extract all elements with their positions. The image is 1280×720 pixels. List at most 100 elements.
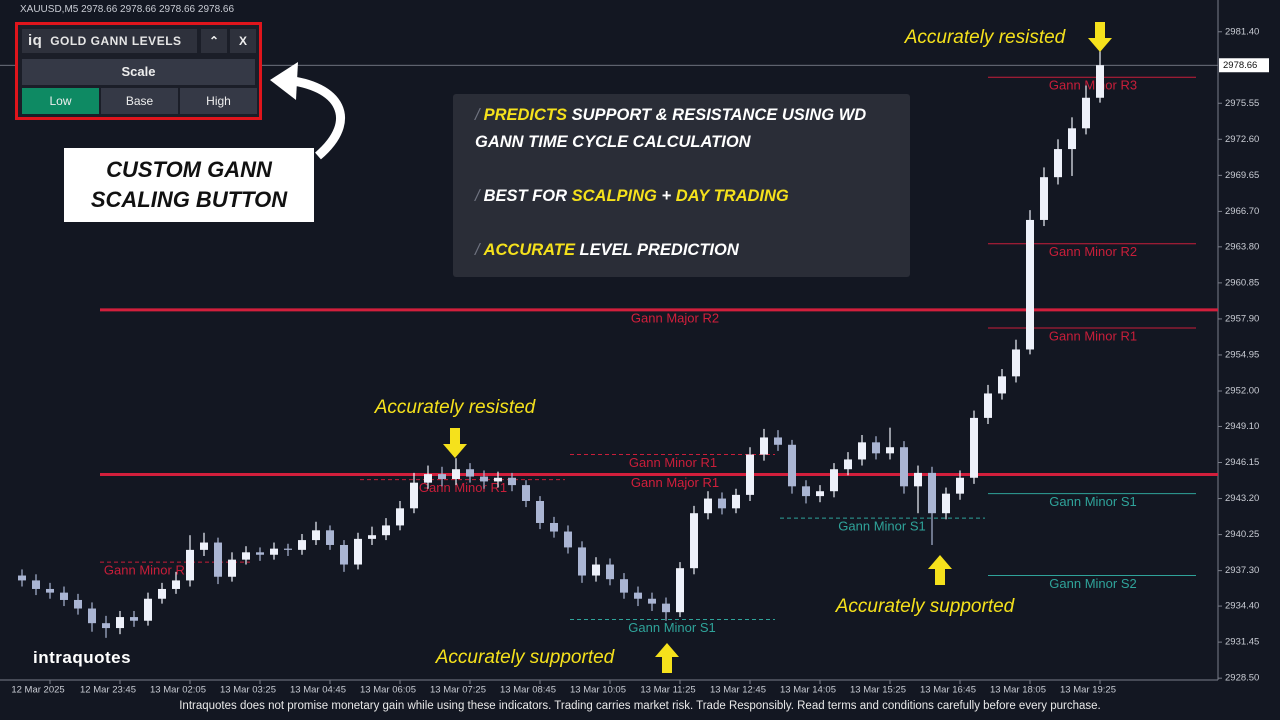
candle-body	[18, 575, 26, 581]
level-label: Gann Minor R1	[1049, 328, 1137, 343]
x-tick-label: 13 Mar 06:05	[360, 685, 416, 696]
candle-body	[144, 598, 152, 621]
annotation-arrow	[443, 428, 467, 458]
candle-body	[88, 608, 96, 624]
x-tick-label: 13 Mar 10:05	[570, 685, 626, 696]
candle-body	[662, 603, 670, 613]
candle-body	[1012, 349, 1020, 377]
candle-body	[592, 564, 600, 576]
candle-body	[312, 530, 320, 541]
annotation: Accurately supported	[435, 647, 616, 668]
candle-body	[116, 617, 124, 629]
y-tick-label: 2957.90	[1225, 313, 1259, 324]
annotation-arrow	[1088, 22, 1112, 52]
x-tick-label: 12 Mar 2025	[11, 685, 64, 696]
candle-body	[984, 393, 992, 418]
candle-body	[550, 522, 558, 532]
candle-body	[466, 469, 474, 477]
level-label: Gann Minor S2	[1049, 576, 1136, 591]
candle-body	[242, 552, 250, 560]
callout-arrowhead	[270, 62, 298, 100]
y-tick-label: 2943.20	[1225, 493, 1259, 504]
candle-body	[676, 568, 684, 613]
level-label: Gann Minor R2	[1049, 244, 1137, 259]
minimize-button[interactable]: ⌃	[201, 29, 227, 53]
candle-body	[368, 535, 376, 539]
candle-body	[620, 579, 628, 593]
y-tick-label: 2931.45	[1225, 637, 1259, 648]
candle-body	[536, 500, 544, 523]
close-button[interactable]: X	[230, 29, 256, 53]
y-tick-label: 2960.85	[1225, 277, 1259, 288]
candle-body	[760, 437, 768, 455]
y-tick-label: 2928.50	[1225, 673, 1259, 684]
callout-arrow	[284, 75, 345, 160]
candle-body	[340, 544, 348, 565]
disclaimer: Intraquotes does not promise monetary ga…	[179, 700, 1101, 712]
candle-body	[74, 599, 82, 609]
x-tick-label: 13 Mar 11:25	[640, 685, 695, 696]
bullet-marker: /	[475, 106, 480, 124]
level-label: Gann Minor R1	[104, 563, 192, 578]
y-tick-label: 2975.55	[1225, 98, 1259, 109]
panel-header: iq GOLD GANN LEVELS	[22, 29, 197, 53]
level-label: Gann Major R1	[631, 475, 719, 490]
candle-body	[186, 549, 194, 581]
y-tick-label: 2963.80	[1225, 241, 1259, 252]
candle-body	[228, 559, 236, 577]
y-tick-label: 2952.00	[1225, 386, 1259, 397]
candle-body	[998, 376, 1006, 394]
price-tag: 2978.66	[1223, 60, 1257, 71]
candle-body	[480, 476, 488, 482]
level-label: Gann Minor R1	[629, 455, 717, 470]
candle-body	[816, 491, 824, 497]
candle-body	[522, 485, 530, 501]
y-tick-label: 2940.25	[1225, 529, 1259, 540]
candle-body	[46, 588, 54, 593]
y-tick-label: 2946.15	[1225, 457, 1259, 468]
scale-button[interactable]: Low	[22, 88, 99, 114]
level-label: Gann Minor S1	[838, 519, 925, 534]
candle-body	[284, 548, 292, 550]
panel-title: GOLD GANN LEVELS	[50, 34, 182, 48]
y-tick-label: 2934.40	[1225, 601, 1259, 612]
indicator-panel: iq GOLD GANN LEVELS ⌃ X Scale Low Base H…	[15, 22, 262, 120]
candle-body	[648, 598, 656, 604]
highlight-text: PREDICTS	[483, 106, 568, 124]
candle-body	[214, 542, 222, 577]
scale-button[interactable]: Base	[101, 88, 178, 114]
candle-body	[746, 454, 754, 495]
panel-logo: iq	[28, 32, 43, 49]
bullet-text: LEVEL PREDICTION	[574, 241, 739, 259]
y-tick-label: 2966.70	[1225, 206, 1259, 217]
candle-body	[494, 477, 502, 482]
bullet-marker: /	[475, 241, 480, 259]
candle-body	[1040, 177, 1048, 220]
bullet-text: BEST FOR	[483, 187, 572, 205]
y-tick-label: 2937.30	[1225, 565, 1259, 576]
x-tick-label: 13 Mar 04:45	[290, 685, 346, 696]
callout: CUSTOM GANN SCALING BUTTON	[64, 148, 314, 222]
brand: intraquotes	[33, 648, 132, 667]
level-label: Gann Minor S1	[1049, 494, 1136, 509]
candle-body	[270, 548, 278, 555]
candle-body	[970, 417, 978, 478]
candle-body	[172, 580, 180, 589]
candle-body	[578, 547, 586, 576]
level-label: Gann Minor R3	[1049, 78, 1137, 93]
x-tick-label: 13 Mar 03:25	[220, 685, 276, 696]
candle-body	[298, 540, 306, 550]
level-label: Gann Major R2	[631, 310, 719, 325]
candle-body	[508, 477, 516, 486]
candle-body	[872, 442, 880, 454]
candle-body	[914, 472, 922, 487]
candle-body	[32, 580, 40, 589]
scale-button[interactable]: High	[180, 88, 257, 114]
y-tick-label: 2969.65	[1225, 170, 1259, 181]
x-tick-label: 13 Mar 18:05	[990, 685, 1046, 696]
x-tick-label: 13 Mar 02:05	[150, 685, 206, 696]
annotation: Accurately resisted	[374, 397, 537, 418]
x-tick-label: 13 Mar 15:25	[850, 685, 906, 696]
level-label: Gann Minor R1	[419, 480, 507, 495]
